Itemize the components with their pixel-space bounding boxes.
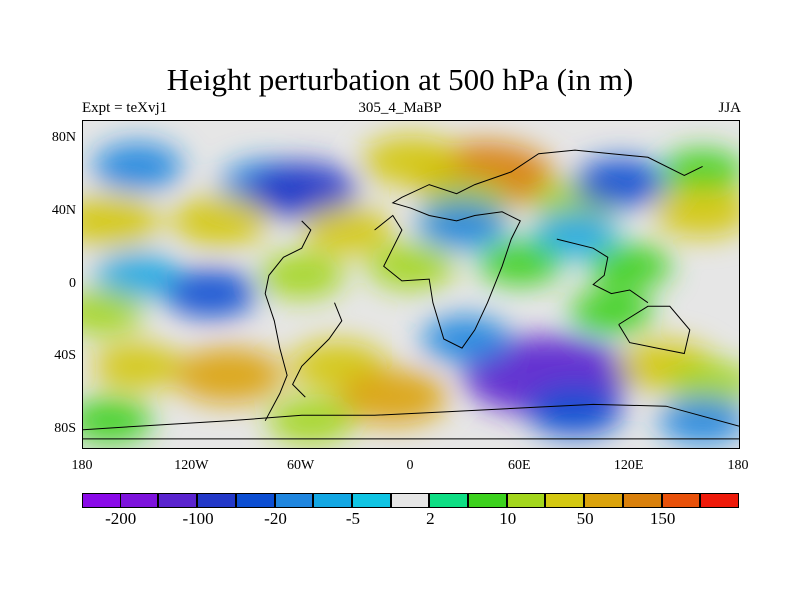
- coastline-3: [556, 238, 649, 304]
- lon-tick-label: 120W: [174, 458, 209, 473]
- field-anomaly-15: [95, 252, 180, 299]
- field-anomaly-21: [83, 288, 144, 335]
- lat-tick-label: 80S: [54, 420, 76, 436]
- colorbar-label: 2: [426, 509, 435, 528]
- field-anomaly-13: [170, 195, 269, 247]
- colorbar-label: -20: [264, 509, 287, 528]
- coastline-4: [618, 305, 691, 355]
- lat-tick-label: 40S: [54, 348, 76, 364]
- field-anomaly-12: [83, 194, 161, 247]
- colorbar-swatch: [545, 493, 585, 508]
- colorbar-swatch: [351, 493, 391, 508]
- run-label: 305_4_MaBP: [358, 100, 442, 116]
- colorbar-swatch: [468, 493, 507, 508]
- lat-tick-label: 0: [69, 275, 76, 291]
- lon-tick-label: 180: [71, 458, 93, 473]
- colorbar-swatch: [622, 493, 662, 508]
- field-anomaly-14: [302, 206, 393, 254]
- map-plot: [83, 121, 739, 448]
- colorbar-swatch: [390, 493, 430, 508]
- field-anomaly-33: [658, 397, 739, 445]
- field-anomaly-9: [653, 186, 739, 238]
- colorbar-label: 150: [649, 509, 676, 528]
- lon-tick-label: 60E: [508, 458, 531, 473]
- field-anomaly-30: [527, 386, 623, 437]
- coastline-5: [83, 403, 739, 431]
- lat-tick-label: 40N: [51, 202, 76, 218]
- colorbar-swatch: [506, 493, 546, 508]
- colorbar-swatch: [235, 493, 275, 508]
- field-anomaly-23: [92, 342, 183, 391]
- field-anomaly-16: [164, 269, 257, 319]
- field-anomaly-4: [362, 135, 460, 187]
- field-anomaly-0: [92, 142, 183, 191]
- lon-tick-label: 180: [727, 458, 749, 473]
- field-anomaly-18: [367, 242, 455, 290]
- field-anomaly-34: [83, 397, 153, 444]
- lon-tick-label: 0: [406, 458, 414, 473]
- coastline-1: [291, 302, 343, 398]
- field-anomaly-8: [660, 149, 739, 195]
- season-label: JJA: [718, 100, 741, 116]
- field-anomaly-22: [569, 289, 653, 335]
- colorbar-label: -5: [345, 509, 361, 528]
- field-anomaly-17: [258, 252, 345, 299]
- field-anomaly-2: [246, 162, 357, 219]
- plot-title: Height perturbation at 500 hPa (in m): [166, 62, 634, 97]
- colorbar-label: 10: [499, 509, 517, 528]
- coastline-0: [264, 220, 312, 422]
- field-anomaly-19: [478, 239, 563, 286]
- field-anomaly-10: [533, 210, 617, 257]
- colorbar-swatch: [313, 493, 352, 508]
- colorbar-swatch: [274, 493, 314, 508]
- field-anomaly-11: [417, 200, 508, 249]
- field-anomaly-29: [421, 315, 510, 363]
- colorbar-swatch: [158, 493, 198, 508]
- field-anomaly-32: [667, 360, 739, 408]
- colorbar-swatch: [119, 493, 159, 508]
- field-anomaly-26: [337, 369, 448, 426]
- colorbar-swatch: [661, 493, 701, 508]
- field-anomaly-24: [173, 347, 284, 404]
- field-anomaly-27: [267, 397, 355, 445]
- colorbar-swatch: [197, 493, 236, 508]
- colorbar-label: -200: [105, 509, 137, 528]
- colorbar-label: 50: [576, 509, 594, 528]
- lon-tick-label: 60W: [287, 458, 315, 473]
- lon-tick-label: 120E: [613, 458, 644, 473]
- map-panel: [82, 120, 740, 449]
- colorbar: [82, 493, 740, 508]
- lat-tick-label: 80N: [51, 130, 76, 146]
- colorbar-swatch: [429, 493, 469, 508]
- colorbar-swatch: [584, 493, 623, 508]
- colorbar-swatch: [82, 493, 121, 508]
- experiment-label: Expt = teXvj1: [82, 100, 168, 116]
- colorbar-swatch: [700, 493, 739, 508]
- field-anomaly-7: [574, 158, 667, 208]
- colorbar-label: -100: [182, 509, 214, 528]
- coastline-2: [374, 149, 703, 349]
- field-anomaly-20: [588, 243, 672, 289]
